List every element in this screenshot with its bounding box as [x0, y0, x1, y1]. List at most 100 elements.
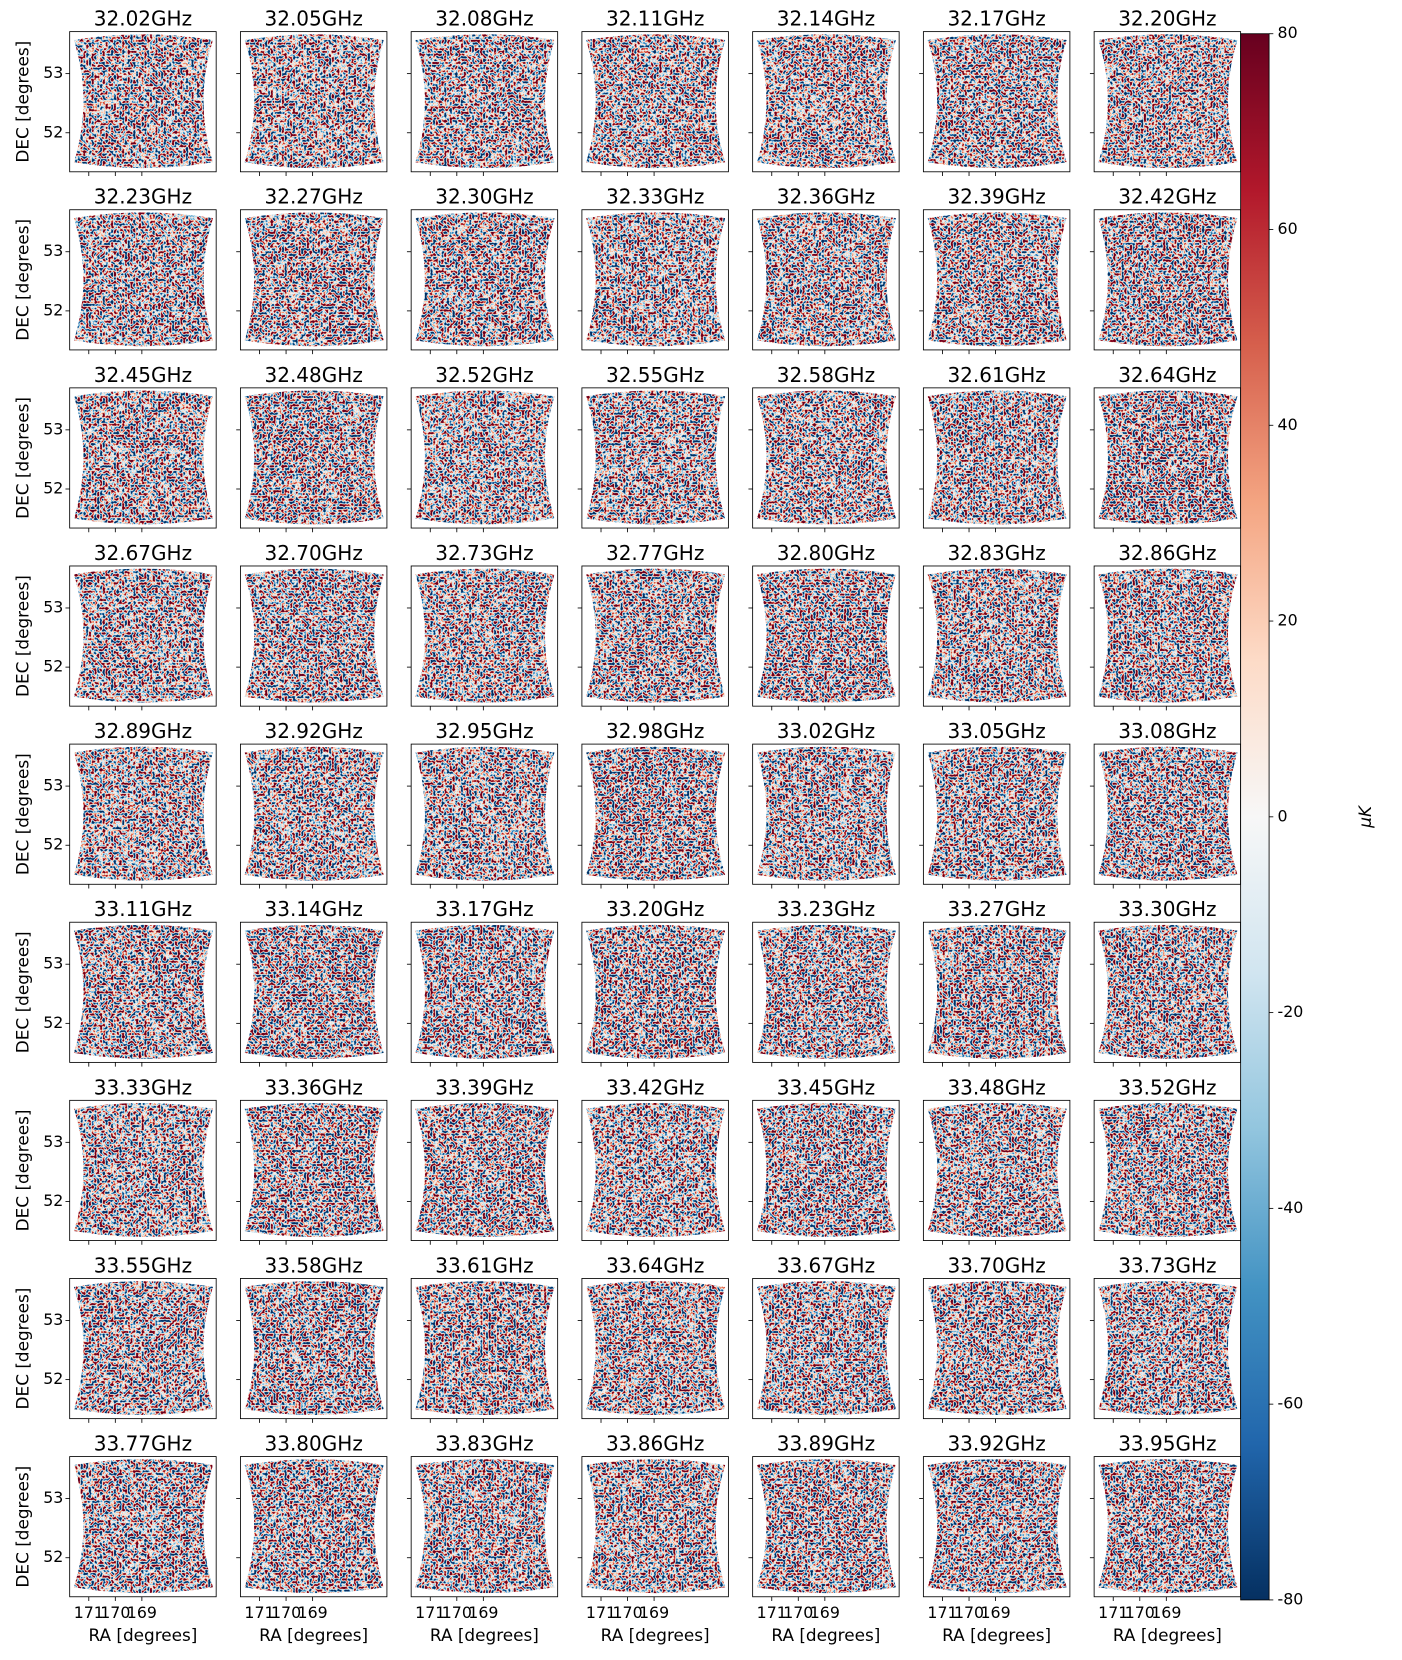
- panel: 33.61GHz: [406, 1253, 559, 1423]
- panel: 33.08GHz: [1089, 719, 1242, 889]
- panel-title: 33.61GHz: [435, 1253, 533, 1277]
- panel-frame: [581, 1099, 729, 1241]
- heatmap-image: [415, 568, 555, 703]
- panel-frame: [922, 1456, 1071, 1598]
- panel: 33.73GHz: [1089, 1253, 1242, 1423]
- y-tick-label: 52: [43, 479, 63, 498]
- panel-frame: [410, 387, 559, 529]
- heatmap-image: [586, 1102, 726, 1237]
- panel-frame: [69, 921, 217, 1063]
- panel-frame: [239, 31, 388, 173]
- x-tick-label: 170: [783, 1603, 813, 1622]
- panel-title: 32.23GHz: [94, 185, 192, 209]
- heatmap-image: [1098, 568, 1238, 703]
- panel-title: 32.86GHz: [1118, 541, 1216, 565]
- heatmap-image: [244, 1281, 384, 1415]
- heatmap-image: [927, 390, 1067, 525]
- x-tick-label: 171: [927, 1603, 957, 1622]
- x-tick-label: 169: [127, 1603, 157, 1622]
- heatmap-image: [1098, 212, 1238, 347]
- panel: 33.14GHz: [236, 897, 388, 1067]
- panel-title: 33.02GHz: [777, 719, 875, 743]
- panel-frame: [69, 743, 217, 885]
- panel-title: 33.30GHz: [1118, 897, 1216, 921]
- panel-title: 32.45GHz: [94, 363, 192, 387]
- y-axis-label: DEC [degrees]: [12, 1466, 32, 1588]
- panel: 33.64GHz: [577, 1253, 729, 1423]
- panel: 32.64GHz: [1089, 363, 1242, 533]
- panel: 33.11GHz 52 53 DEC [degrees]: [12, 897, 217, 1067]
- heatmap-image: [244, 390, 384, 525]
- colorbar-tick-label: 0: [1278, 806, 1288, 825]
- panel: 33.55GHz 52 53 DEC [degrees]: [12, 1253, 217, 1423]
- panel-frame: [922, 209, 1071, 351]
- panel-title: 32.20GHz: [1118, 7, 1216, 31]
- panel-title: 33.20GHz: [606, 897, 704, 921]
- panel-frame: [752, 1278, 900, 1420]
- panel: 33.36GHz: [236, 1075, 388, 1245]
- heatmap-image: [586, 1459, 726, 1594]
- panel-title: 33.83GHz: [435, 1431, 533, 1455]
- panel-title: 33.42GHz: [606, 1075, 704, 1099]
- panel: 33.23GHz: [748, 897, 900, 1067]
- panel: 32.52GHz: [406, 363, 559, 533]
- panel-title: 33.95GHz: [1118, 1431, 1216, 1455]
- panel-frame: [410, 921, 559, 1063]
- heatmap-image: [586, 746, 726, 881]
- panel-frame: [410, 1456, 559, 1598]
- heatmap-image: [415, 1459, 555, 1594]
- colorbar-tick-label: 40: [1278, 415, 1298, 434]
- x-tick-label: 169: [980, 1603, 1010, 1622]
- y-tick-label: 53: [43, 419, 63, 438]
- panel: 33.20GHz: [577, 897, 729, 1067]
- panel: 33.17GHz: [406, 897, 559, 1067]
- panel-frame: [581, 565, 729, 707]
- heatmap-image: [586, 568, 726, 703]
- y-tick-label: 52: [43, 1369, 63, 1388]
- panel: 32.70GHz: [236, 541, 388, 711]
- heatmap-image: [756, 746, 896, 881]
- panel-frame: [239, 921, 388, 1063]
- heatmap-image: [73, 34, 214, 169]
- panel: 33.67GHz: [748, 1253, 900, 1423]
- x-tick-label: 171: [74, 1603, 104, 1622]
- y-tick-label: 52: [43, 300, 63, 319]
- panel: 32.48GHz: [236, 363, 388, 533]
- heatmap-image: [586, 1281, 726, 1415]
- panel-frame: [922, 1278, 1071, 1420]
- panel: 32.36GHz: [748, 185, 900, 355]
- panel-frame: [69, 387, 217, 529]
- colorbar-tick-label: -20: [1278, 1002, 1304, 1021]
- panel-title: 32.70GHz: [264, 541, 362, 565]
- heatmap-image: [1098, 924, 1238, 1059]
- heatmap-image: [586, 924, 726, 1059]
- panel: 33.33GHz 52 53 DEC [degrees]: [12, 1075, 217, 1245]
- panel-frame: [752, 387, 900, 529]
- heatmap-image: [73, 924, 214, 1059]
- y-axis-label: DEC [degrees]: [12, 1288, 32, 1410]
- y-tick-label: 53: [43, 1310, 63, 1329]
- panel: 32.05GHz: [236, 7, 388, 177]
- panel-frame: [922, 565, 1071, 707]
- panel-frame: [581, 31, 729, 173]
- panel: 32.02GHz 52 53 DEC [degrees]: [12, 7, 217, 177]
- panel: 33.52GHz: [1089, 1075, 1242, 1245]
- panel: 32.33GHz: [577, 185, 729, 355]
- heatmap-image: [244, 34, 384, 169]
- y-tick-label: 52: [43, 657, 63, 676]
- x-tick-label: 171: [415, 1603, 445, 1622]
- panel-frame: [239, 1278, 388, 1420]
- panel: 32.58GHz: [748, 363, 900, 533]
- y-tick-label: 53: [43, 1132, 63, 1151]
- panel-frame: [922, 387, 1071, 529]
- panel-frame: [410, 1099, 559, 1241]
- heatmap-image: [756, 1459, 896, 1594]
- heatmap-image: [756, 34, 896, 169]
- panel-frame: [752, 209, 900, 351]
- heatmap-image: [927, 1281, 1067, 1415]
- panel-title: 32.36GHz: [777, 185, 875, 209]
- panel: 32.39GHz: [919, 185, 1071, 355]
- x-tick-label: 169: [468, 1603, 498, 1622]
